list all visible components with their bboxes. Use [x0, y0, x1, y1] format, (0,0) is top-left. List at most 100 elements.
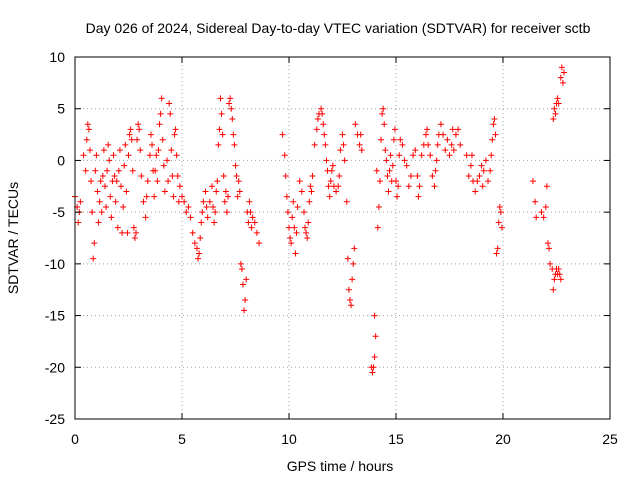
data-point — [86, 147, 93, 154]
data-point — [335, 183, 342, 190]
data-point — [176, 183, 183, 190]
data-point — [98, 209, 105, 216]
data-point — [174, 172, 181, 179]
data-point — [340, 141, 347, 148]
data-point — [241, 307, 248, 314]
data-point — [288, 240, 295, 247]
data-point — [80, 152, 87, 159]
data-point — [135, 121, 142, 128]
data-point — [488, 152, 495, 159]
data-point — [167, 110, 174, 117]
data-point — [544, 240, 551, 247]
data-point — [198, 219, 205, 226]
data-point — [142, 214, 149, 221]
data-point — [206, 198, 213, 205]
x-tick-label: 10 — [281, 431, 297, 447]
x-tick-label: 0 — [71, 431, 79, 447]
data-point — [389, 162, 396, 169]
data-point — [416, 183, 423, 190]
data-point — [126, 131, 133, 138]
data-point — [555, 100, 562, 107]
data-point — [137, 147, 144, 154]
data-point — [314, 116, 321, 123]
data-point — [166, 100, 173, 107]
data-point — [356, 141, 363, 148]
data-point — [307, 183, 314, 190]
data-point — [308, 188, 315, 195]
data-point — [256, 240, 263, 247]
data-point — [485, 178, 492, 185]
data-point — [253, 229, 260, 236]
data-point — [292, 250, 299, 257]
data-point — [101, 183, 108, 190]
data-point — [424, 126, 431, 133]
data-point — [385, 188, 392, 195]
data-point — [348, 302, 355, 309]
data-point — [172, 126, 179, 133]
data-point — [556, 271, 563, 278]
data-point — [75, 219, 82, 226]
data-point — [195, 255, 202, 262]
data-point — [124, 229, 131, 236]
data-point — [88, 178, 95, 185]
data-point — [489, 136, 496, 143]
data-point — [352, 121, 359, 128]
data-point — [281, 152, 288, 159]
data-point — [156, 121, 163, 128]
data-point — [212, 209, 219, 216]
data-point — [496, 203, 503, 210]
x-tick-label: 5 — [178, 431, 186, 447]
data-point — [242, 297, 249, 304]
data-point — [345, 286, 352, 293]
data-point — [380, 105, 387, 112]
data-point — [555, 266, 562, 273]
data-point — [319, 110, 326, 117]
data-point — [493, 250, 500, 257]
data-point — [444, 136, 451, 143]
data-point — [170, 193, 177, 200]
data-point — [383, 157, 390, 164]
data-point — [446, 152, 453, 159]
data-point — [415, 193, 422, 200]
data-point — [550, 286, 557, 293]
data-point — [247, 209, 254, 216]
data-point — [175, 198, 182, 205]
data-point — [551, 105, 558, 112]
data-point — [125, 152, 132, 159]
data-point — [547, 260, 554, 267]
data-point — [373, 167, 380, 174]
data-point — [161, 188, 168, 195]
data-point — [222, 188, 229, 195]
data-point — [306, 198, 313, 205]
data-point — [350, 260, 357, 267]
data-point — [440, 131, 447, 138]
data-point — [346, 297, 353, 304]
data-point — [305, 219, 312, 226]
data-point — [248, 224, 255, 231]
data-point — [414, 172, 421, 179]
data-point — [412, 147, 419, 154]
data-point — [294, 203, 301, 210]
data-point — [448, 141, 455, 148]
data-point — [397, 136, 404, 143]
data-point — [559, 79, 566, 86]
data-point — [341, 157, 348, 164]
data-point — [144, 178, 151, 185]
data-point — [551, 276, 558, 283]
data-point — [158, 95, 165, 102]
data-point — [472, 188, 479, 195]
data-point — [468, 152, 475, 159]
y-tick-label: -15 — [45, 308, 65, 324]
data-point — [185, 203, 192, 210]
data-points — [72, 64, 567, 376]
data-point — [351, 245, 358, 252]
y-tick-label: 10 — [49, 49, 65, 65]
data-point — [146, 152, 153, 159]
data-point — [325, 183, 332, 190]
data-point — [358, 147, 365, 154]
data-point — [114, 224, 121, 231]
data-point — [113, 178, 120, 185]
data-point — [283, 193, 290, 200]
data-point — [116, 147, 123, 154]
